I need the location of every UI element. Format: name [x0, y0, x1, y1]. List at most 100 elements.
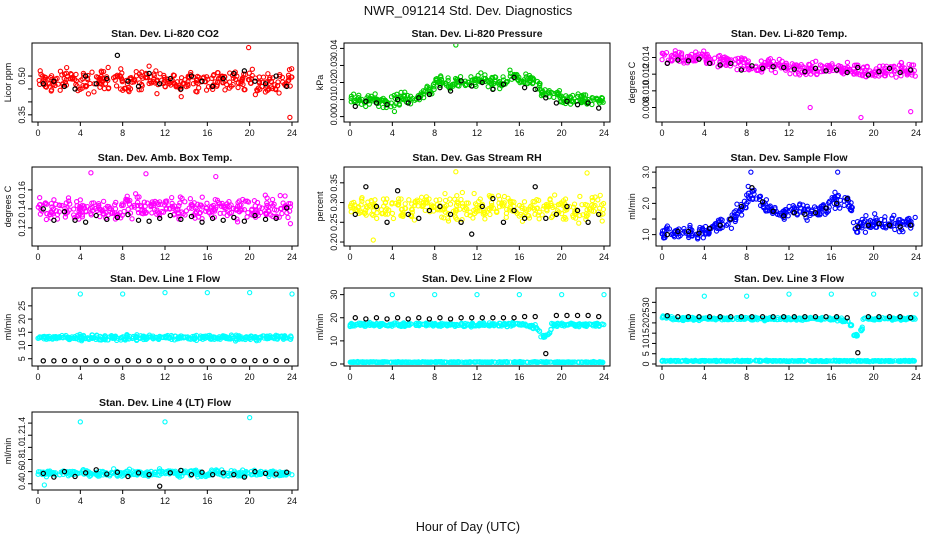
outlier-point [88, 170, 94, 176]
y-tick-label: 20 [641, 318, 651, 328]
outlier-point [516, 291, 522, 298]
data-point [582, 201, 588, 208]
data-point [738, 212, 745, 218]
data-point [249, 72, 255, 79]
data-point [394, 188, 401, 194]
data-point [551, 211, 557, 217]
data-point [438, 76, 445, 82]
data-point [405, 100, 411, 106]
data-point [396, 199, 402, 205]
data-point [211, 72, 217, 78]
data-point [888, 72, 895, 78]
data-point [64, 209, 71, 215]
data-point [479, 79, 485, 86]
data-point [188, 69, 194, 76]
data-point [675, 55, 682, 61]
data-point [220, 217, 226, 223]
data-point [48, 87, 55, 93]
data-point [528, 203, 534, 209]
series-line-1 [347, 291, 607, 340]
data-point [433, 197, 439, 203]
data-point [49, 469, 55, 476]
data-point [236, 208, 243, 215]
data-point [791, 66, 797, 72]
data-point [146, 357, 152, 364]
data-point [738, 67, 745, 73]
data-point [372, 197, 378, 203]
data-point [781, 64, 787, 71]
data-point [557, 95, 563, 101]
data-point [220, 470, 226, 476]
x-tick-label: 16 [514, 128, 524, 138]
data-point [61, 468, 68, 475]
data-point [841, 358, 848, 364]
data-point [274, 83, 281, 89]
data-point [352, 211, 358, 218]
data-point [289, 472, 295, 478]
data-point [663, 225, 670, 231]
data-point [222, 87, 228, 93]
data-point [244, 214, 250, 220]
data-point [592, 202, 598, 209]
data-point [173, 82, 179, 88]
data-point [897, 69, 903, 76]
data-point [412, 321, 419, 327]
data-point [728, 60, 734, 67]
main-title: NWR_091214 Std. Dev. Diagnostics [364, 3, 573, 18]
data-point [720, 222, 726, 228]
data-point [215, 199, 221, 206]
data-point [903, 316, 909, 322]
data-point [714, 225, 720, 232]
data-point [597, 205, 603, 211]
data-point [864, 63, 870, 70]
data-point [670, 231, 676, 237]
data-point [565, 322, 571, 328]
data-point [245, 199, 252, 205]
data-point [882, 315, 888, 322]
data-point [89, 69, 95, 75]
series-line-1 [35, 289, 295, 344]
outlier-point [162, 419, 168, 425]
data-point [373, 100, 380, 106]
data-point [88, 472, 94, 478]
data-point [91, 200, 97, 206]
data-point [51, 217, 57, 223]
outlier-point [601, 291, 607, 298]
data-point [770, 63, 776, 70]
data-point [439, 214, 445, 220]
data-point [131, 471, 137, 478]
panel-1: Stan. Dev. Li-820 CO2 0 4 8 12 16 20 24 0.35 0.50… [3, 28, 299, 138]
data-point [163, 206, 169, 212]
data-point [273, 471, 279, 477]
data-point [403, 205, 409, 212]
data-point [696, 314, 702, 320]
data-point [577, 193, 583, 200]
data-point [543, 215, 549, 222]
data-point [543, 95, 549, 101]
data-point [564, 203, 570, 210]
data-point [797, 201, 803, 207]
data-point [405, 316, 411, 322]
data-point [850, 219, 857, 226]
data-point [736, 59, 742, 65]
data-point [477, 196, 483, 202]
x-tick-label: 20 [557, 128, 567, 138]
x-tick-label: 20 [245, 252, 255, 262]
x-tick-label: 16 [514, 372, 524, 382]
y-tick-label: 10 [17, 340, 27, 350]
data-marks [659, 169, 918, 242]
data-point [584, 207, 590, 213]
data-point [845, 358, 851, 364]
data-point [596, 211, 602, 218]
data-point [366, 101, 372, 107]
data-point [576, 220, 582, 226]
data-point [59, 202, 65, 209]
data-point [155, 201, 162, 208]
data-point [46, 81, 53, 87]
data-point [469, 83, 475, 89]
panel-6: Stan. Dev. Sample Flow 0 4 8 12 16 20 24 1.0 2.0 3… [627, 152, 923, 262]
data-point [909, 62, 915, 68]
data-point [442, 209, 449, 215]
data-point [177, 84, 184, 90]
